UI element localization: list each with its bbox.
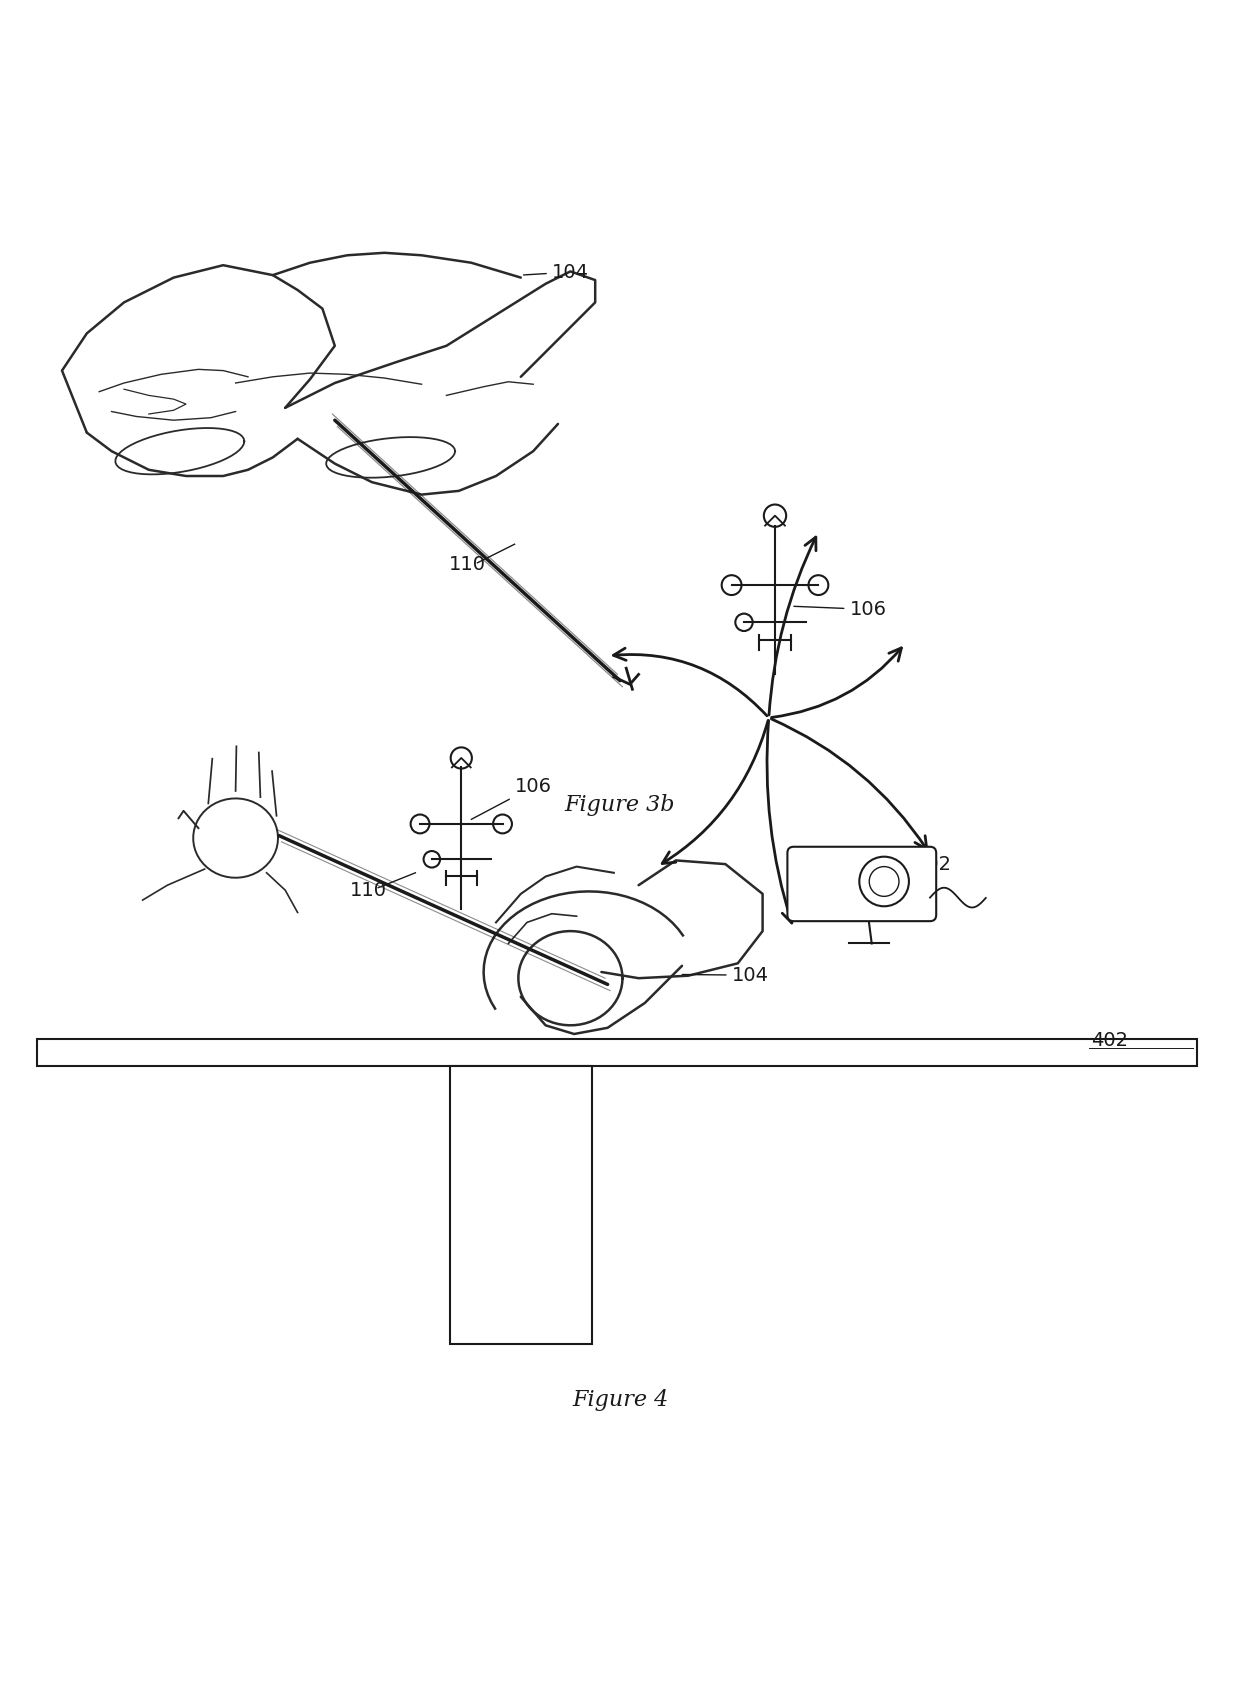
Bar (37, 1040, 1197, 1067)
Text: 104: 104 (523, 263, 589, 282)
Text: 106: 106 (471, 777, 552, 819)
Text: 104: 104 (682, 965, 769, 985)
Text: 102: 102 (856, 855, 952, 875)
Text: Figure 4: Figure 4 (572, 1389, 668, 1411)
Text: 110: 110 (449, 555, 486, 575)
FancyBboxPatch shape (787, 846, 936, 921)
Bar (449, 1067, 593, 1343)
Text: Figure 3b: Figure 3b (564, 794, 676, 816)
Text: 402: 402 (1091, 1031, 1128, 1050)
Text: 110: 110 (350, 882, 387, 901)
Text: 106: 106 (794, 600, 887, 619)
